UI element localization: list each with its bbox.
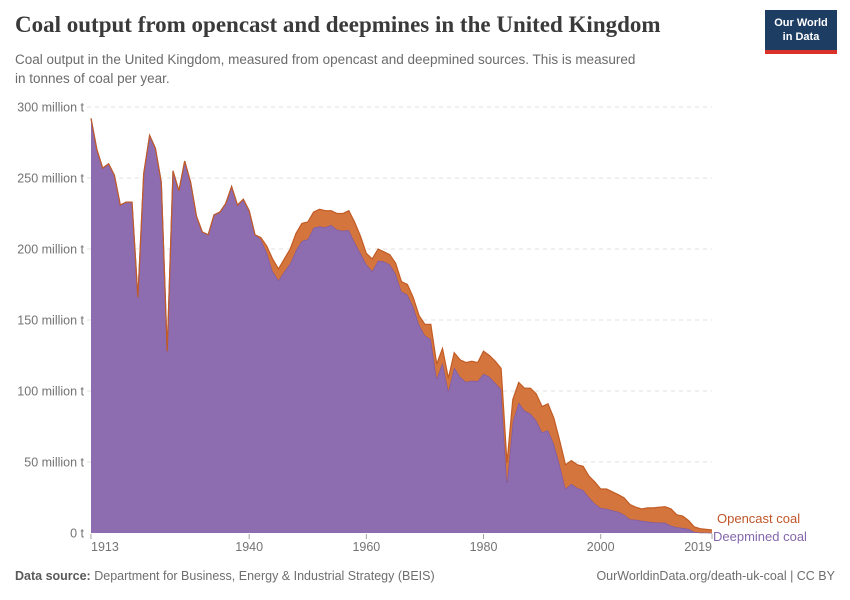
x-axis-tick-label: 1980 (470, 540, 498, 554)
data-source: Data source: Department for Business, En… (15, 569, 435, 583)
chart-subtitle: Coal output in the United Kingdom, measu… (15, 52, 636, 87)
deepmined-coal-area[interactable] (91, 118, 712, 534)
data-source-label: Data source: (15, 569, 91, 583)
owid-logo[interactable]: Our World in Data (765, 10, 837, 54)
x-axis-tick-label: 1913 (91, 540, 119, 554)
y-axis-tick-label: 100 million t (17, 385, 84, 399)
owid-logo-line-1: Our World (774, 17, 828, 29)
credit-link[interactable]: OurWorldinData.org/death-uk-coal | CC BY (596, 569, 835, 583)
data-source-value: Department for Business, Energy & Indust… (94, 569, 435, 583)
legend-deepmined-coal-label[interactable]: Deepmined coal (713, 529, 807, 544)
y-axis-tick-label: 250 million t (17, 172, 84, 186)
owid-logo-line-2: in Data (782, 30, 820, 43)
x-axis-tick-label: 2000 (587, 540, 615, 554)
x-axis-tick-label: 1940 (235, 540, 263, 554)
y-axis-tick-label: 300 million t (17, 101, 84, 115)
x-axis-tick-label: 2019 (684, 540, 712, 554)
chart-title: Coal output from opencast and deepmines … (15, 12, 661, 37)
opencast-coal-line (90, 118, 713, 531)
legend-opencast-coal-label[interactable]: Opencast coal (717, 511, 801, 526)
footer-credit[interactable]: OurWorldinData.org/death-uk-coal | CC BY (596, 569, 835, 583)
x-axis-tick-label: 1960 (352, 540, 380, 554)
y-axis-tick-label: 200 million t (17, 243, 84, 257)
y-axis-tick-label: 0 t (70, 527, 84, 541)
y-axis-tick-label: 50 million t (24, 456, 84, 470)
y-axis-tick-label: 150 million t (17, 314, 84, 328)
